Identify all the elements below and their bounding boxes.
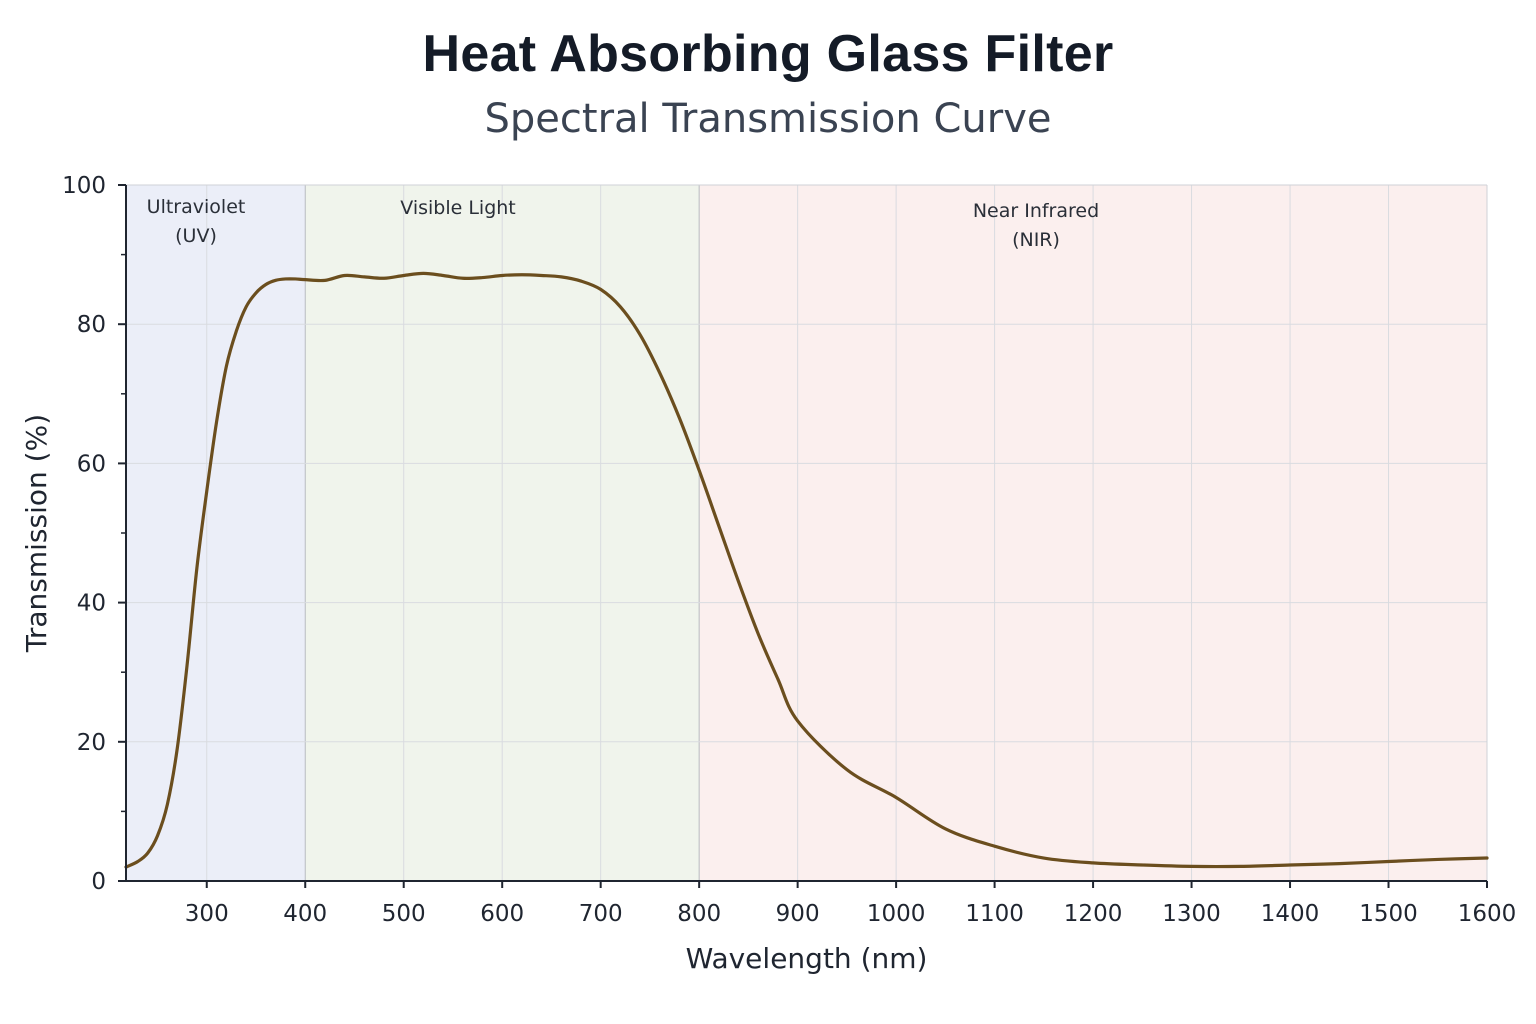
x-tick-label: 500 bbox=[382, 901, 426, 927]
y-tick-label: 40 bbox=[77, 591, 106, 617]
series-group bbox=[124, 271, 1489, 869]
x-tick-label: 800 bbox=[677, 901, 721, 927]
x-tick-label: 700 bbox=[579, 901, 623, 927]
y-tick-label: 100 bbox=[62, 173, 106, 199]
transmission-curve bbox=[124, 271, 1489, 869]
y-tick-label: 60 bbox=[77, 451, 106, 477]
x-tick-label: 1500 bbox=[1359, 901, 1418, 927]
chart-subtitle: Spectral Transmission Curve bbox=[484, 96, 1052, 142]
region-label: Visible Light bbox=[400, 197, 516, 219]
x-tick-label: 1400 bbox=[1261, 901, 1320, 927]
x-tick-label: 300 bbox=[185, 901, 229, 927]
x-tick-label: 1300 bbox=[1162, 901, 1221, 927]
region-label: (NIR) bbox=[1012, 229, 1060, 251]
x-tick-label: 1200 bbox=[1064, 901, 1123, 927]
x-tick-label: 400 bbox=[283, 901, 327, 927]
spectral-regions bbox=[126, 185, 1487, 881]
y-tick-label: 80 bbox=[77, 312, 106, 338]
region-label: Near Infrared bbox=[973, 200, 1099, 222]
x-tick-label: 600 bbox=[480, 901, 524, 927]
x-tick-label: 1600 bbox=[1458, 901, 1517, 927]
region-labels: Ultraviolet (UV) Visible Light Near Infrare… bbox=[147, 196, 1100, 251]
y-tick-labels: 0 20 40 60 80 100 bbox=[62, 173, 106, 895]
y-tick-label: 0 bbox=[91, 869, 106, 895]
region-label: Ultraviolet bbox=[147, 196, 246, 218]
grid-lines bbox=[126, 184, 1488, 881]
x-tick-label: 1000 bbox=[867, 901, 926, 927]
y-axis-title: Transmission (%) bbox=[20, 414, 53, 653]
x-tick-labels: 300 400 500 600 700 800 900 1000 1100 1200 1300 140… bbox=[185, 901, 1516, 927]
chart-title: Heat Absorbing Glass Filter bbox=[422, 25, 1114, 83]
x-tick-label: 900 bbox=[776, 901, 820, 927]
region-label: (UV) bbox=[175, 225, 217, 247]
axes bbox=[118, 184, 1488, 888]
x-tick-label: 1100 bbox=[965, 901, 1024, 927]
y-tick-label: 20 bbox=[77, 730, 106, 756]
x-axis-title: Wavelength (nm) bbox=[686, 942, 928, 975]
region-band bbox=[126, 185, 306, 881]
